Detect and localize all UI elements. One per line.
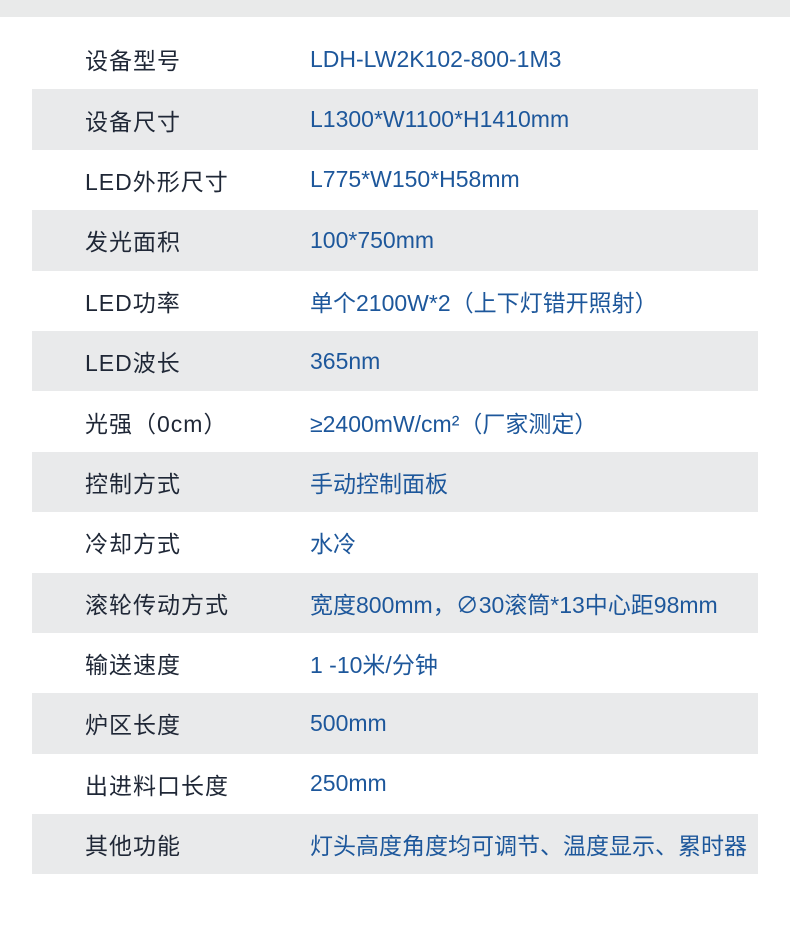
spec-label: 发光面积 — [85, 229, 181, 256]
spec-row: 设备尺寸 L1300*W1100*H1410mm — [0, 89, 790, 150]
spec-value: 灯头高度角度均可调节、温度显示、累时器 — [310, 833, 747, 860]
spec-row: 设备型号 LDH-LW2K102-800-1M3 — [0, 29, 790, 89]
spec-value: 250mm — [310, 770, 387, 797]
spec-label: 炉区长度 — [85, 712, 181, 739]
spec-label: 光强（0cm） — [85, 410, 228, 437]
spec-row: LED波长 365nm — [0, 330, 790, 392]
spec-row: 炉区长度 500mm — [0, 693, 790, 754]
spec-label: LED波长 — [85, 350, 181, 377]
spec-label: 出进料口长度 — [85, 772, 229, 799]
spec-row: 冷却方式 水冷 — [0, 512, 790, 572]
spec-row: LED外形尺寸 L775*W150*H58mm — [0, 150, 790, 210]
spec-table: 设备型号 LDH-LW2K102-800-1M3 设备尺寸 L1300*W110… — [0, 29, 790, 875]
spec-row: 出进料口长度 250mm — [0, 754, 790, 814]
spec-value: 365nm — [310, 347, 381, 374]
spec-value: ≥2400mW/cm²（厂家测定） — [310, 410, 598, 437]
spec-value: 宽度800mm，∅30滚筒*13中心距98mm — [310, 591, 718, 618]
spec-row: 其他功能 灯头高度角度均可调节、温度显示、累时器 — [0, 814, 790, 875]
spec-row: 光强（0cm） ≥2400mW/cm²（厂家测定） — [0, 391, 790, 451]
spec-row: LED功率 单个2100W*2（上下灯错开照射） — [0, 271, 790, 331]
spec-label: 设备型号 — [85, 48, 181, 75]
spec-value: LDH-LW2K102-800-1M3 — [310, 45, 562, 72]
spec-value: 手动控制面板 — [310, 470, 448, 497]
spec-value: 500mm — [310, 709, 387, 736]
spec-value: L1300*W1100*H1410mm — [310, 106, 570, 133]
spec-label: LED外形尺寸 — [85, 168, 229, 195]
spec-row: 输送速度 1 -10米/分钟 — [0, 633, 790, 693]
spec-value: 100*750mm — [310, 226, 435, 253]
spec-label: 其他功能 — [85, 833, 181, 860]
spec-label: LED功率 — [85, 289, 181, 316]
spec-label: 设备尺寸 — [85, 108, 181, 135]
spec-value: 水冷 — [310, 531, 356, 558]
spec-label: 冷却方式 — [85, 531, 181, 558]
spec-label: 控制方式 — [85, 470, 181, 497]
spec-value: 1 -10米/分钟 — [310, 652, 438, 679]
spec-label: 输送速度 — [85, 652, 181, 679]
spec-row: 控制方式 手动控制面板 — [0, 451, 790, 513]
spec-value: 单个2100W*2（上下灯错开照射） — [310, 289, 658, 316]
spec-row: 发光面积 100*750mm — [0, 210, 790, 271]
spec-value: L775*W150*H58mm — [310, 166, 520, 193]
spec-label: 滚轮传动方式 — [85, 591, 229, 618]
top-divider-band — [0, 0, 790, 17]
spec-row: 滚轮传动方式 宽度800mm，∅30滚筒*13中心距98mm — [0, 572, 790, 633]
